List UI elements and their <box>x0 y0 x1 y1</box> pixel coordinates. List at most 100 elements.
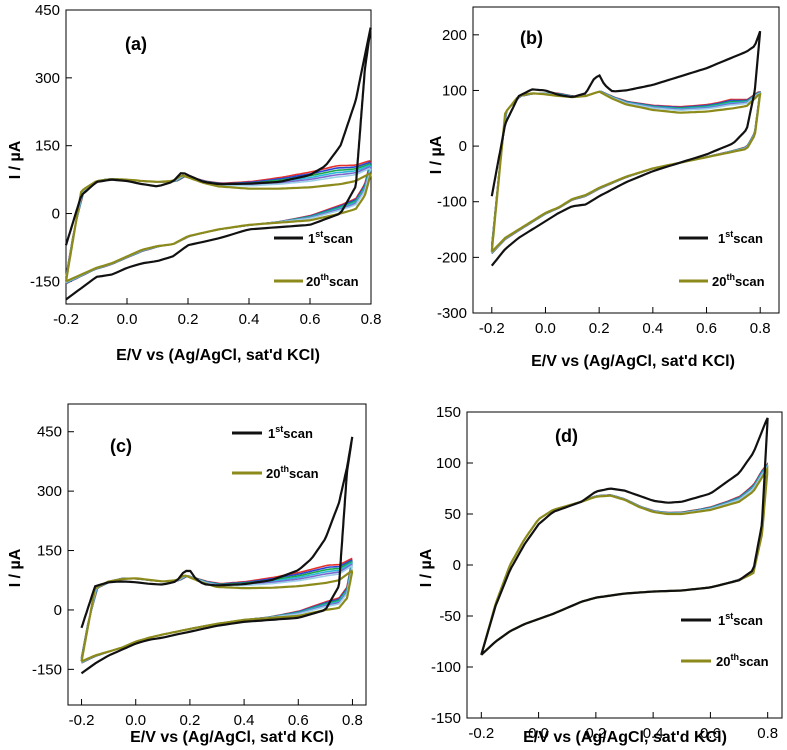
legend-label-1st: 1stscan <box>718 229 763 246</box>
y-tick-label: -200 <box>437 249 467 266</box>
y-axis-label: I / µA <box>7 548 24 587</box>
legend-label-1st: 1stscan <box>718 611 763 628</box>
y-tick-label: -100 <box>431 659 461 676</box>
x-tick-label: 0.6 <box>300 311 321 328</box>
panel-d: -150 -100 -50 0 50 100 150 -0.2 0.0 0.2 0.4 0.6 0.8… <box>418 404 783 746</box>
legend: 1stscan 20thscan <box>274 229 359 289</box>
y-tick-label: -150 <box>431 710 461 727</box>
panel-label: (d) <box>555 426 578 446</box>
y-tick-labels: -150 0 150 300 450 <box>32 424 74 678</box>
series-line-1st-scan <box>480 417 769 656</box>
panel-label: (a) <box>125 34 147 54</box>
legend: 1stscan 20thscan <box>232 424 319 481</box>
legend-label-20th: 20thscan <box>712 272 765 289</box>
curves <box>80 436 354 675</box>
legend-label-20th: 20thscan <box>716 652 769 669</box>
y-tick-label: 150 <box>37 543 62 560</box>
x-tick-label: 0.2 <box>589 320 610 337</box>
curves <box>480 417 769 656</box>
series-line-intermediate-scan <box>65 162 372 284</box>
plot-frame <box>472 6 780 314</box>
y-axis-label: I / µA <box>428 135 445 174</box>
x-axis-label: E/V vs (Ag/AgCl, sat'd KCl) <box>523 729 727 746</box>
series-line-1st-scan <box>64 27 372 301</box>
curves <box>64 27 372 301</box>
x-tick-label: 0.4 <box>239 311 260 328</box>
y-tick-label: 150 <box>35 138 60 155</box>
x-tick-label: 0.0 <box>125 712 146 729</box>
y-tick-label: 450 <box>35 2 60 19</box>
x-tick-label: -0.2 <box>468 725 494 742</box>
plot-frame <box>466 411 783 719</box>
x-tick-label: 0.6 <box>700 725 721 742</box>
y-tick-label: 200 <box>442 27 467 44</box>
x-tick-label: -0.2 <box>479 320 505 337</box>
series-line-1st-scan <box>490 30 762 267</box>
y-tick-labels: -150 -100 -50 0 50 100 150 <box>431 404 473 727</box>
x-tick-label: 0.4 <box>642 320 663 337</box>
x-tick-label: 0.8 <box>361 311 382 328</box>
legend: 1stscan 20thscan <box>681 611 769 669</box>
x-tick-label: 0.2 <box>178 311 199 328</box>
x-tick-label: 0.6 <box>696 320 717 337</box>
y-tick-label: -100 <box>437 194 467 211</box>
y-tick-labels: -150 0 150 300 450 <box>30 2 72 290</box>
y-tick-label: -150 <box>30 273 60 290</box>
legend-label-1st: 1stscan <box>308 229 353 246</box>
y-tick-label: -150 <box>32 661 62 678</box>
x-tick-label: 0.0 <box>528 725 549 742</box>
y-tick-label: 300 <box>37 483 62 500</box>
y-tick-label: 0 <box>52 206 60 223</box>
y-axis-label: I / µA <box>418 548 435 587</box>
y-tick-label: 50 <box>444 506 461 523</box>
legend-label-1st: 1stscan <box>268 424 313 441</box>
curves <box>490 30 762 267</box>
x-tick-labels: -0.2 0.0 0.2 0.4 0.6 0.8 <box>69 699 363 729</box>
panel-label: (c) <box>110 436 132 456</box>
x-tick-label: 0.4 <box>643 725 664 742</box>
x-tick-label: -0.2 <box>69 712 95 729</box>
x-tick-labels: -0.2 0.0 0.2 0.4 0.6 0.8 <box>53 298 381 328</box>
x-tick-labels: -0.2 0.0 0.2 0.4 0.6 0.8 <box>468 712 778 742</box>
x-axis-label: E/V vs (Ag/AgCl, sat'd KCl) <box>130 729 334 746</box>
y-tick-label: 300 <box>35 70 60 87</box>
x-axis-label: E/V vs (Ag/AgCl, sat'd KCl) <box>116 347 320 364</box>
plot-frame <box>65 9 372 305</box>
x-axis-label: E/V vs (Ag/AgCl, sat'd KCl) <box>531 353 735 370</box>
y-tick-label: 0 <box>453 557 461 574</box>
series-line-1st-scan <box>80 436 354 675</box>
x-tick-label: 0.8 <box>342 712 363 729</box>
y-tick-label: 100 <box>436 455 461 472</box>
x-tick-label: -0.2 <box>53 311 79 328</box>
x-tick-label: 0.2 <box>179 712 200 729</box>
y-tick-label: -300 <box>437 305 467 322</box>
y-tick-label: 450 <box>37 424 62 441</box>
panel-label: (b) <box>520 28 543 48</box>
x-tick-labels: -0.2 0.0 0.2 0.4 0.6 0.8 <box>479 307 771 337</box>
x-tick-label: 0.2 <box>585 725 606 742</box>
y-axis-label: I / µA <box>7 140 24 179</box>
series-line-20th-scan <box>64 172 372 283</box>
y-tick-label: 150 <box>436 404 461 421</box>
series-line-20th-scan <box>490 90 762 253</box>
x-tick-label: 0.0 <box>535 320 556 337</box>
x-tick-label: 0.4 <box>234 712 255 729</box>
y-tick-labels: -300 -200 -100 0 100 200 <box>437 27 479 322</box>
x-tick-label: 0.6 <box>288 712 309 729</box>
x-tick-label: 0.0 <box>117 311 138 328</box>
y-tick-label: 0 <box>459 138 467 155</box>
y-tick-label: -50 <box>439 608 461 625</box>
panel-a: -150 0 150 300 450 -0.2 0.0 0.2 0.4 0.6 0.8 (a) I… <box>7 2 381 364</box>
legend-label-20th: 20thscan <box>266 464 319 481</box>
y-tick-label: 100 <box>442 82 467 99</box>
legend-label-20th: 20thscan <box>306 272 359 289</box>
x-tick-label: 0.8 <box>750 320 771 337</box>
series-line-20th-scan <box>80 569 354 663</box>
plot-frame <box>67 403 367 706</box>
panel-c: -150 0 150 300 450 -0.2 0.0 0.2 0.4 0.6 0.8 (c) I… <box>7 403 367 746</box>
x-tick-label: 0.8 <box>757 725 778 742</box>
y-tick-label: 0 <box>54 602 62 619</box>
legend: 1stscan 20thscan <box>679 229 765 289</box>
